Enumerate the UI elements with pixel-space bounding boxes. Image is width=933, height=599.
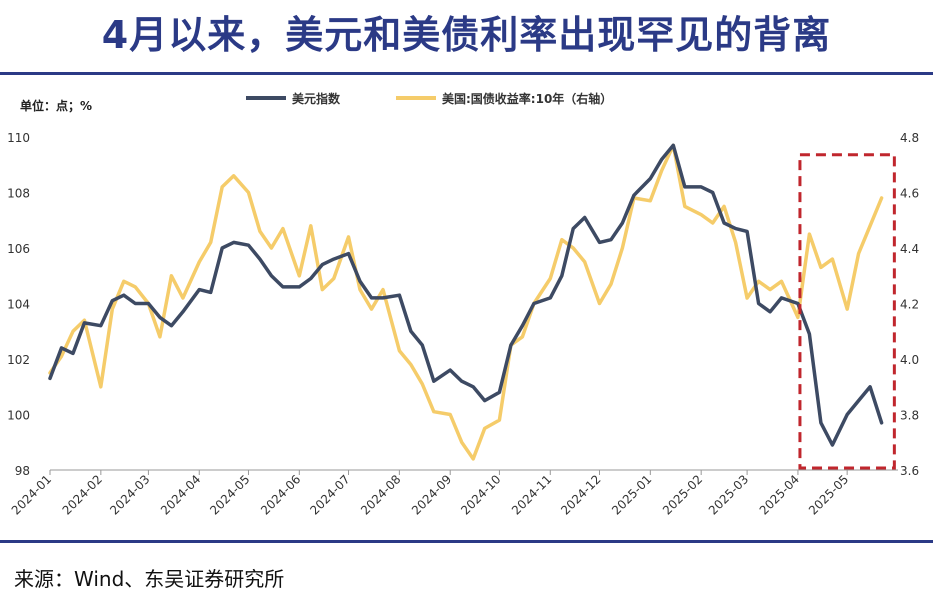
source-note: 来源：Wind、东吴证券研究所 — [14, 567, 285, 591]
x-tick-label: 2024-01 — [9, 472, 54, 517]
axes: 98 100 102 104 106 108 110 3.6 3.8 4.0 4.2 4.4 4.6 4.… — [7, 131, 919, 518]
y-right-tick-label: 4.4 — [900, 242, 919, 256]
y-left-tick-label: 106 — [7, 242, 30, 256]
x-tick-label: 2025-03 — [706, 472, 751, 517]
x-tick-label: 2024-02 — [60, 472, 105, 517]
x-tick-label: 2024-06 — [258, 472, 303, 517]
y-right-tick-label: 3.8 — [900, 409, 919, 423]
series-line-usd-index — [48, 143, 884, 447]
series-line-us10y-yield — [48, 143, 884, 461]
x-tick-label: 2024-05 — [207, 472, 252, 517]
y-right-tick-label: 3.6 — [900, 464, 919, 478]
series-lines — [48, 143, 884, 461]
source-divider — [0, 540, 933, 543]
x-tick-label: 2024-08 — [358, 472, 403, 517]
title-divider — [0, 72, 933, 75]
y-right-tick-label: 4.8 — [900, 131, 919, 145]
y-left-tick-label: 110 — [7, 131, 30, 145]
chart-title: 4月以来，美元和美债利率出现罕见的背离 — [101, 13, 832, 57]
x-tick-label: 2024-04 — [158, 472, 203, 517]
x-tick-label: 2024-07 — [307, 472, 352, 517]
x-tick-label: 2025-02 — [660, 472, 705, 517]
y-left-tick-label: 100 — [7, 409, 30, 423]
y-left-tick-label: 98 — [15, 464, 30, 478]
y-left-tick-label: 102 — [7, 353, 30, 367]
dual-axis-line-chart: 美元指数 美国:国债收益率:10年（右轴） 98 100 102 104 106 108 1… — [7, 91, 919, 518]
legend-label-usd: 美元指数 — [292, 91, 341, 106]
x-tick-label: 2024-09 — [409, 472, 454, 517]
x-tick-label: 2025-05 — [806, 472, 851, 517]
y-right-tick-label: 4.0 — [900, 353, 919, 367]
y-left-tick-label: 108 — [7, 187, 30, 201]
legend: 美元指数 美国:国债收益率:10年（右轴） — [246, 91, 612, 106]
y-right-tick-label: 4.6 — [900, 187, 919, 201]
x-tick-label: 2024-10 — [458, 472, 503, 517]
highlight-box — [798, 153, 896, 470]
x-tick-label: 2024-12 — [558, 472, 603, 517]
annotation — [798, 153, 896, 470]
legend-label-yield: 美国:国债收益率:10年（右轴） — [442, 91, 612, 106]
x-tick-label: 2025-01 — [609, 472, 654, 517]
y-right-tick-label: 4.2 — [900, 298, 919, 312]
y-left-tick-label: 104 — [7, 298, 30, 312]
unit-label: 单位：点；% — [20, 99, 93, 113]
x-tick-label: 2024-11 — [509, 472, 554, 517]
x-tick-label: 2025-04 — [757, 472, 802, 517]
x-tick-label: 2024-03 — [107, 472, 152, 517]
